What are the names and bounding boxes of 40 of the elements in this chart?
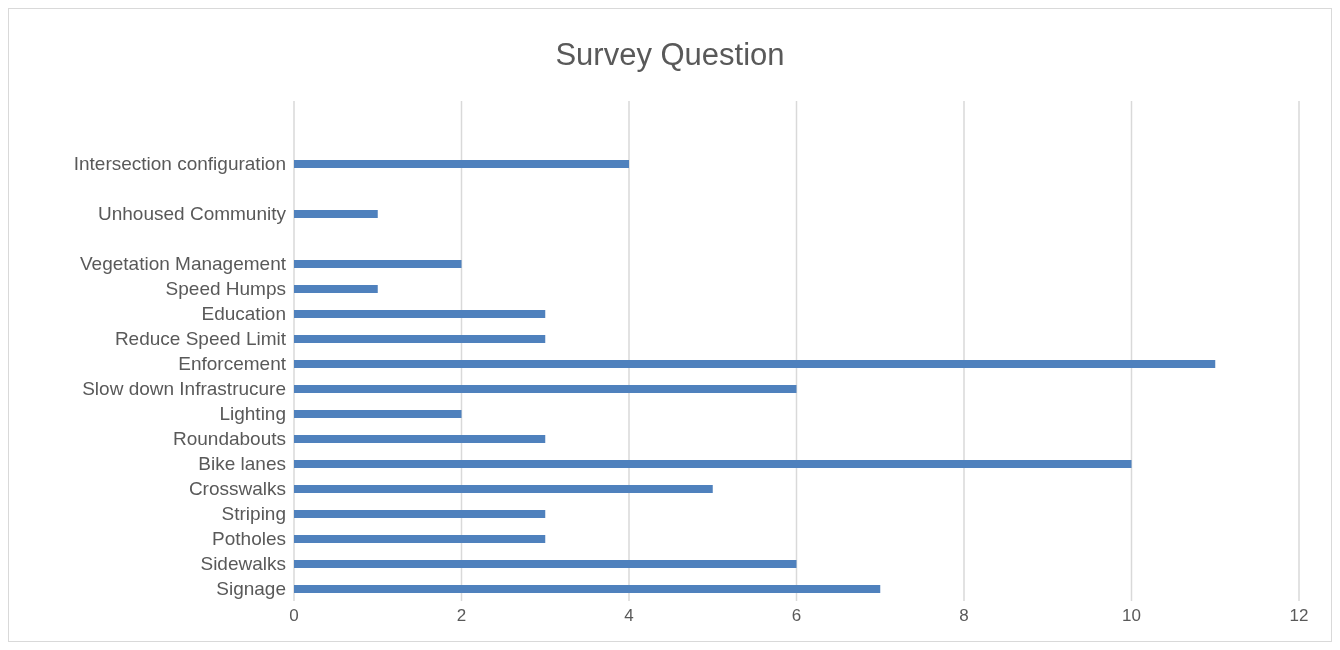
y-tick-label: Reduce Speed Limit: [114, 328, 287, 350]
y-tick-label: Sidewalks: [200, 553, 286, 575]
bar: [294, 310, 546, 318]
y-tick-label: Unhoused Community: [98, 203, 287, 225]
bar: [294, 160, 629, 168]
y-tick-label: Vegetation Management: [80, 253, 287, 275]
bar: [294, 385, 797, 393]
bar: [294, 535, 546, 543]
bar: [294, 285, 378, 293]
bar: [294, 360, 1216, 368]
bar: [294, 260, 462, 268]
bar: [294, 335, 546, 343]
y-tick-label: Potholes: [212, 528, 286, 550]
bar: [294, 485, 713, 493]
chart-title: Survey Question: [554, 37, 786, 73]
y-tick-label: Speed Humps: [165, 278, 286, 300]
y-tick-label: Lighting: [219, 403, 286, 425]
y-tick-label: Roundabouts: [172, 428, 286, 450]
x-tick-label: 6: [791, 606, 802, 626]
y-tick-label: Striping: [221, 503, 286, 525]
bar: [294, 460, 1132, 468]
y-tick-label: Crosswalks: [188, 478, 286, 500]
x-tick-label: 2: [456, 606, 467, 626]
x-tick-label: 12: [1289, 606, 1309, 626]
bar: [294, 210, 378, 218]
bar: [294, 585, 881, 593]
y-tick-label: Slow down Infrastrucure: [82, 378, 286, 400]
y-tick-label: Bike lanes: [198, 453, 286, 475]
x-tick-label: 0: [289, 606, 299, 626]
y-tick-label: Intersection configuration: [73, 153, 286, 175]
x-tick-label: 4: [624, 606, 634, 626]
y-tick-label: Signage: [216, 578, 286, 600]
bar: [294, 510, 546, 518]
bar: [294, 560, 797, 568]
bar: [294, 410, 462, 418]
y-tick-label: Enforcement: [178, 353, 287, 375]
x-tick-label: 10: [1122, 606, 1141, 626]
x-tick-label: 8: [959, 606, 969, 626]
y-tick-label: Education: [201, 303, 286, 325]
bar: [294, 435, 546, 443]
